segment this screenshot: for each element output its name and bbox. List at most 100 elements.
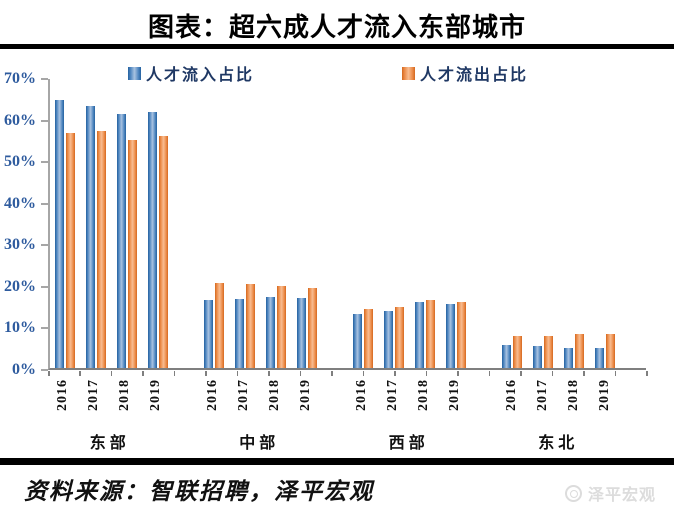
- bar-group-中部: [199, 79, 348, 368]
- bar-pair-中部-2017: [230, 79, 261, 368]
- region-label-中部: 中部: [239, 435, 280, 452]
- bar-group-东北: [497, 79, 646, 368]
- bar-outflow-中部-2017: [246, 284, 256, 368]
- year-label-text: 2019: [447, 379, 463, 411]
- plot-area: [48, 79, 646, 370]
- x-axis-tick: [299, 371, 302, 376]
- bar-outflow-东北-2016: [513, 336, 523, 368]
- bar-pair-西部-2017: [379, 79, 410, 368]
- x-axis-tick: [520, 371, 522, 376]
- legend: 人才流入占比 人才流出占比: [128, 61, 528, 85]
- year-label-text: 2018: [565, 379, 581, 411]
- y-axis-tick-label: 10%: [4, 319, 36, 337]
- year-label-text: 2016: [204, 379, 220, 411]
- year-label-中部-2018: 2018: [259, 379, 290, 427]
- y-axis-tick: [41, 202, 48, 205]
- bar-inflow-西部-2018: [414, 302, 424, 368]
- x-axis-tick: [488, 371, 491, 376]
- year-label-西部-2016: 2016: [347, 379, 378, 427]
- year-label-东部-2018: 2018: [110, 379, 141, 427]
- bar-outflow-西部-2016: [364, 308, 374, 368]
- bar-pair-东北-2018: [559, 79, 590, 368]
- year-label-东北-2019: 2019: [589, 379, 620, 427]
- watermark: 泽平宏观: [564, 481, 656, 505]
- year-label-text: 2016: [55, 379, 71, 411]
- bar-outflow-东北-2017: [544, 336, 554, 368]
- bar-outflow-东部-2018: [127, 139, 137, 368]
- bar-group-东部: [50, 79, 199, 368]
- year-label-东北-2017: 2017: [527, 379, 558, 427]
- x-axis-tick: [142, 371, 144, 376]
- year-label-text: 2018: [416, 379, 432, 411]
- chart-title: 图表：超六成人才流入东部城市: [147, 13, 526, 42]
- bar-pair-西部-2019: [440, 79, 471, 368]
- bar-inflow-东部-2019: [147, 112, 157, 368]
- bar-outflow-东北-2018: [574, 333, 584, 368]
- y-axis-tick-label: 0%: [12, 361, 36, 378]
- bar-outflow-西部-2019: [456, 301, 466, 368]
- legend-label-inflow: 人才流入占比: [146, 67, 255, 84]
- outflow-swatch-icon: [402, 66, 416, 80]
- year-label-text: 2017: [86, 379, 102, 411]
- x-axis-tick: [173, 371, 176, 376]
- x-axis-tick: [394, 371, 396, 376]
- y-axis-tick-label: 60%: [4, 111, 36, 129]
- y-axis-tick: [41, 119, 48, 122]
- year-label-中部-2019: 2019: [290, 379, 321, 427]
- bar-inflow-西部-2017: [384, 311, 394, 368]
- year-label-text: 2016: [503, 379, 519, 411]
- bar-pair-中部-2019: [291, 79, 322, 368]
- year-label-text: 2018: [266, 379, 282, 411]
- bar-outflow-东部-2019: [158, 136, 168, 368]
- legend-item-outflow: 人才流出占比: [402, 61, 528, 85]
- year-label-text: 2019: [148, 379, 164, 411]
- year-label-中部-2016: 2016: [198, 379, 229, 427]
- bar-outflow-西部-2018: [425, 299, 435, 368]
- year-label-text: 2019: [297, 379, 313, 411]
- bar-inflow-西部-2019: [445, 304, 455, 368]
- bar-outflow-中部-2016: [215, 282, 225, 368]
- year-label-group-东部: 2016 2017 2018 2019: [48, 379, 198, 427]
- bar-pair-中部-2016: [199, 79, 230, 368]
- bar-outflow-东部-2016: [66, 132, 76, 368]
- bar-pair-东部-2018: [112, 79, 143, 368]
- x-axis-year-labels: 2016 2017 2018 2019 2016 2017 2018 2019 2016 2017…: [48, 379, 646, 427]
- bar-pair-东部-2019: [142, 79, 173, 368]
- year-label-西部-2018: 2018: [409, 379, 440, 427]
- source-note: 资料来源：智联招聘，泽平宏观: [24, 479, 374, 504]
- year-label-group-中部: 2016 2017 2018 2019: [198, 379, 348, 427]
- year-label-东北-2016: 2016: [497, 379, 528, 427]
- region-label-东部: 东部: [89, 435, 130, 452]
- year-label-东北-2018: 2018: [558, 379, 589, 427]
- bar-pair-东北-2016: [497, 79, 528, 368]
- bar-inflow-东北-2018: [563, 348, 573, 368]
- x-axis-tick: [205, 371, 207, 376]
- bar-outflow-中部-2019: [307, 287, 317, 368]
- x-axis-tick: [48, 371, 50, 376]
- x-axis-tick: [551, 371, 554, 376]
- year-label-text: 2018: [117, 379, 133, 411]
- x-axis-tick: [457, 371, 459, 376]
- bar-inflow-中部-2018: [265, 296, 275, 368]
- bar-inflow-东部-2016: [55, 100, 65, 368]
- year-label-text: 2017: [385, 379, 401, 411]
- bar-pair-中部-2018: [261, 79, 292, 368]
- bar-inflow-东北-2017: [533, 346, 543, 368]
- bar-inflow-东北-2019: [594, 348, 604, 368]
- bar-pair-东北-2019: [589, 79, 620, 368]
- bar-pair-西部-2018: [410, 79, 441, 368]
- footer-divider: [0, 458, 674, 465]
- x-axis-tick: [331, 371, 333, 376]
- year-label-text: 2017: [534, 379, 550, 411]
- bar-inflow-中部-2017: [235, 298, 245, 368]
- bar-inflow-东部-2017: [86, 105, 96, 368]
- y-axis-tick: [41, 78, 48, 80]
- year-label-group-东北: 2016 2017 2018 2019: [497, 379, 647, 427]
- region-label-东北: 东北: [538, 435, 579, 452]
- y-axis-tick: [41, 161, 48, 164]
- y-axis-tick-label: 40%: [4, 194, 36, 212]
- legend-label-outflow: 人才流出占比: [420, 67, 529, 84]
- year-label-西部-2019: 2019: [440, 379, 471, 427]
- bar-inflow-中部-2019: [296, 297, 306, 368]
